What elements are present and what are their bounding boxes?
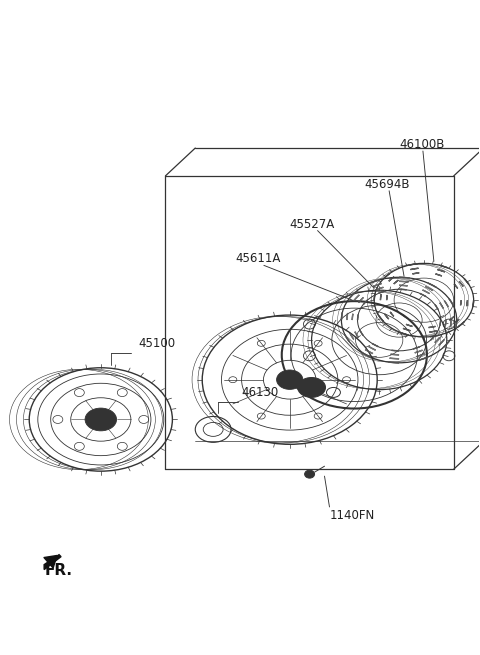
Polygon shape [443, 341, 449, 348]
Polygon shape [440, 320, 441, 326]
Polygon shape [44, 555, 61, 570]
Polygon shape [435, 305, 438, 310]
Ellipse shape [276, 370, 303, 389]
Polygon shape [350, 333, 354, 339]
Polygon shape [439, 339, 444, 345]
Polygon shape [464, 278, 469, 284]
Polygon shape [420, 293, 426, 297]
Polygon shape [341, 312, 342, 320]
Text: 46100B: 46100B [399, 138, 444, 151]
Polygon shape [370, 280, 380, 283]
Polygon shape [400, 332, 408, 335]
Polygon shape [473, 300, 474, 307]
Polygon shape [454, 284, 457, 288]
FancyArrowPatch shape [44, 555, 57, 568]
Polygon shape [352, 314, 353, 320]
Polygon shape [373, 284, 382, 286]
Polygon shape [372, 343, 378, 346]
Polygon shape [454, 319, 459, 324]
Polygon shape [384, 314, 389, 319]
Polygon shape [429, 326, 435, 328]
Polygon shape [459, 281, 463, 286]
Polygon shape [410, 269, 419, 270]
Polygon shape [403, 328, 410, 331]
Polygon shape [355, 331, 359, 337]
Polygon shape [431, 335, 435, 340]
Polygon shape [412, 272, 419, 274]
Polygon shape [467, 300, 468, 306]
Polygon shape [417, 354, 425, 356]
Text: 45611A: 45611A [235, 252, 280, 265]
Polygon shape [363, 300, 368, 305]
Ellipse shape [85, 408, 117, 431]
Polygon shape [389, 276, 394, 281]
Polygon shape [406, 324, 412, 326]
Polygon shape [422, 290, 430, 293]
Polygon shape [378, 291, 385, 293]
Text: FR.: FR. [44, 563, 72, 578]
Polygon shape [354, 295, 360, 301]
Ellipse shape [305, 470, 314, 478]
Polygon shape [365, 350, 373, 354]
Polygon shape [399, 277, 409, 278]
Polygon shape [394, 280, 398, 284]
Polygon shape [349, 292, 355, 299]
Polygon shape [361, 352, 370, 357]
Text: 1140FN: 1140FN [329, 509, 375, 522]
Polygon shape [439, 265, 448, 268]
Polygon shape [376, 288, 384, 290]
Polygon shape [440, 303, 444, 309]
Polygon shape [390, 312, 394, 316]
Polygon shape [374, 293, 375, 300]
Ellipse shape [298, 377, 325, 398]
Polygon shape [449, 316, 454, 320]
Polygon shape [384, 273, 390, 278]
Polygon shape [369, 346, 376, 350]
Polygon shape [379, 316, 384, 322]
Polygon shape [425, 286, 433, 291]
Text: 46130: 46130 [241, 386, 278, 399]
Polygon shape [360, 330, 363, 335]
Polygon shape [419, 357, 428, 360]
Polygon shape [389, 362, 399, 363]
Polygon shape [458, 322, 464, 327]
Ellipse shape [94, 415, 108, 424]
Text: 45100: 45100 [139, 337, 176, 350]
Polygon shape [359, 297, 363, 303]
Polygon shape [437, 270, 445, 272]
Polygon shape [460, 300, 461, 305]
Polygon shape [449, 299, 454, 306]
Polygon shape [456, 320, 457, 328]
Polygon shape [435, 337, 440, 343]
Polygon shape [408, 264, 418, 265]
Polygon shape [444, 301, 448, 307]
Polygon shape [428, 283, 436, 288]
Polygon shape [435, 274, 442, 276]
Polygon shape [430, 335, 439, 337]
Text: 45527A: 45527A [290, 217, 335, 231]
Polygon shape [413, 346, 420, 349]
Polygon shape [430, 331, 437, 332]
Polygon shape [415, 350, 422, 353]
Polygon shape [345, 334, 349, 341]
Polygon shape [347, 313, 348, 320]
Text: 45694B: 45694B [364, 178, 410, 191]
Polygon shape [445, 320, 446, 326]
